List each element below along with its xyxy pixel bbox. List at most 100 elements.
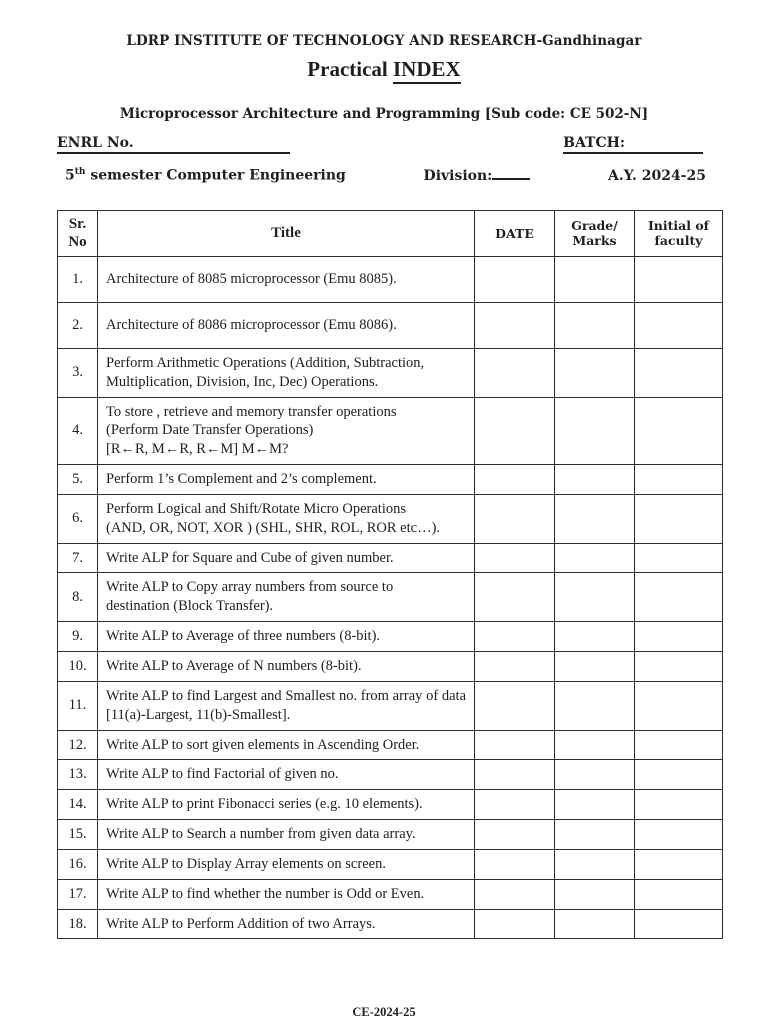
- sr-no-cell: 14.: [57, 789, 98, 821]
- institute-name: LDRP INSTITUTE OF TECHNOLOGY AND RESEARC…: [126, 33, 642, 49]
- grade-marks-cell: [554, 789, 635, 821]
- title-cell: Architecture of 8085 microprocessor (Emu…: [97, 256, 475, 303]
- subject-title: Microprocessor Architecture and Programm…: [119, 106, 649, 122]
- batch-field: BATCH:: [563, 135, 703, 154]
- document-title-underlined: INDEX: [393, 57, 461, 84]
- initial-faculty-cell: [634, 680, 723, 731]
- title-cell: Write ALP to sort given elements in Asce…: [97, 729, 475, 761]
- grade-marks-cell: [554, 680, 635, 731]
- title-cell: Write ALP to Copy array numbers from sou…: [97, 572, 475, 623]
- title-cell: Perform 1’s Complement and 2’s complemen…: [97, 464, 475, 495]
- grade-marks-cell: [554, 256, 635, 303]
- date-cell: [474, 848, 555, 880]
- table-row: 9. Write ALP to Average of three numbers…: [57, 621, 723, 652]
- title-cell: Write ALP to Perform Addition of two Arr…: [97, 908, 475, 940]
- title-cell: Write ALP for Square and Cube of given n…: [97, 542, 475, 574]
- column-header: Initial of faculty: [634, 209, 723, 258]
- date-cell: [474, 464, 555, 495]
- initial-faculty-cell: [634, 256, 723, 303]
- table-header: Sr. No Title DATE Grade/ Marks Initial of fa…: [57, 209, 723, 258]
- footer-code: CE-2024-25: [352, 1005, 416, 1020]
- sr-no-cell: 16.: [57, 848, 98, 880]
- semester-branch: semester Computer Engineering: [85, 167, 346, 184]
- sr-no-cell: 3.: [57, 347, 98, 398]
- document-title-prefix: Practical: [307, 57, 393, 81]
- table-row: 12. Write ALP to sort given elements in …: [57, 729, 723, 761]
- sr-no-cell: 9.: [57, 621, 98, 652]
- date-cell: [474, 650, 555, 682]
- table-row: 18. Write ALP to Perform Addition of two…: [57, 908, 723, 940]
- date-cell: [474, 789, 555, 821]
- initial-faculty-cell: [634, 347, 723, 398]
- grade-marks-cell: [554, 908, 635, 940]
- division-field: Division:: [424, 168, 531, 184]
- sr-no-cell: 12.: [57, 729, 98, 761]
- title-cell: Write ALP to find Largest and Smallest n…: [97, 680, 475, 731]
- academic-year: A.Y. 2024-25: [608, 167, 706, 184]
- enrl-no-field: ENRL No.: [57, 135, 290, 154]
- title-cell: Write ALP to Average of three numbers (8…: [97, 621, 475, 652]
- division-label: Division:: [423, 167, 493, 184]
- grade-marks-cell: [554, 572, 635, 623]
- document-title: Practical INDEX: [0, 57, 768, 84]
- enrl-no-label: ENRL No.: [57, 135, 134, 151]
- table-row: 2. Architecture of 8086 microprocessor (…: [57, 302, 723, 349]
- division-blank-line: [492, 168, 531, 180]
- table-row: 8. Write ALP to Copy array numbers from …: [57, 572, 723, 623]
- initial-faculty-cell: [634, 848, 723, 880]
- table-row: 13. Write ALP to find Factorial of given…: [57, 759, 723, 791]
- initial-faculty-cell: [634, 908, 723, 940]
- sr-no-cell: 2.: [57, 302, 98, 349]
- grade-marks-cell: [554, 848, 635, 880]
- sr-no-cell: 18.: [57, 908, 98, 940]
- date-cell: [474, 542, 555, 574]
- sr-no-cell: 10.: [57, 650, 98, 682]
- column-header: DATE: [474, 209, 555, 258]
- initial-faculty-cell: [634, 729, 723, 761]
- grade-marks-cell: [554, 493, 635, 544]
- initial-faculty-cell: [634, 789, 723, 821]
- title-cell: Write ALP to find whether the number is …: [97, 878, 475, 910]
- grade-marks-cell: [554, 396, 635, 466]
- grade-marks-cell: [554, 621, 635, 652]
- date-cell: [474, 819, 555, 850]
- grade-marks-cell: [554, 729, 635, 761]
- title-cell: Write ALP to print Fibonacci series (e.g…: [97, 789, 475, 821]
- title-cell: Write ALP to Search a number from given …: [97, 819, 475, 850]
- title-cell: Write ALP to Average of N numbers (8-bit…: [97, 650, 475, 682]
- enrollment-batch-row: ENRL No. BATCH:: [57, 135, 703, 154]
- batch-label: BATCH:: [563, 135, 625, 151]
- semester-division-year-row: 5th semester Computer Engineering Divisi…: [65, 167, 706, 184]
- date-cell: [474, 493, 555, 544]
- date-cell: [474, 347, 555, 398]
- table-row: 7. Write ALP for Square and Cube of give…: [57, 542, 723, 574]
- table-row: 5. Perform 1’s Complement and 2’s comple…: [57, 464, 723, 495]
- date-cell: [474, 572, 555, 623]
- title-cell: Write ALP to Display Array elements on s…: [97, 848, 475, 880]
- sr-no-cell: 15.: [57, 819, 98, 850]
- title-cell: Write ALP to find Factorial of given no.: [97, 759, 475, 791]
- table-row: 16. Write ALP to Display Array elements …: [57, 848, 723, 880]
- sr-no-cell: 4.: [57, 396, 98, 466]
- semester-number: 5: [65, 167, 75, 184]
- table-row: 1. Architecture of 8085 microprocessor (…: [57, 256, 723, 303]
- grade-marks-cell: [554, 542, 635, 574]
- sr-no-cell: 6.: [57, 493, 98, 544]
- sr-no-cell: 13.: [57, 759, 98, 791]
- semester-ordinal-suffix: th: [74, 167, 86, 177]
- initial-faculty-cell: [634, 572, 723, 623]
- initial-faculty-cell: [634, 819, 723, 850]
- table-body: 1. Architecture of 8085 microprocessor (…: [57, 256, 723, 940]
- date-cell: [474, 878, 555, 910]
- column-header: Grade/ Marks: [554, 209, 635, 258]
- initial-faculty-cell: [634, 396, 723, 466]
- grade-marks-cell: [554, 302, 635, 349]
- date-cell: [474, 680, 555, 731]
- initial-faculty-cell: [634, 650, 723, 682]
- grade-marks-cell: [554, 878, 635, 910]
- date-cell: [474, 759, 555, 791]
- title-cell: To store , retrieve and memory transfer …: [97, 396, 475, 466]
- title-cell: Architecture of 8086 microprocessor (Emu…: [97, 302, 475, 349]
- date-cell: [474, 908, 555, 940]
